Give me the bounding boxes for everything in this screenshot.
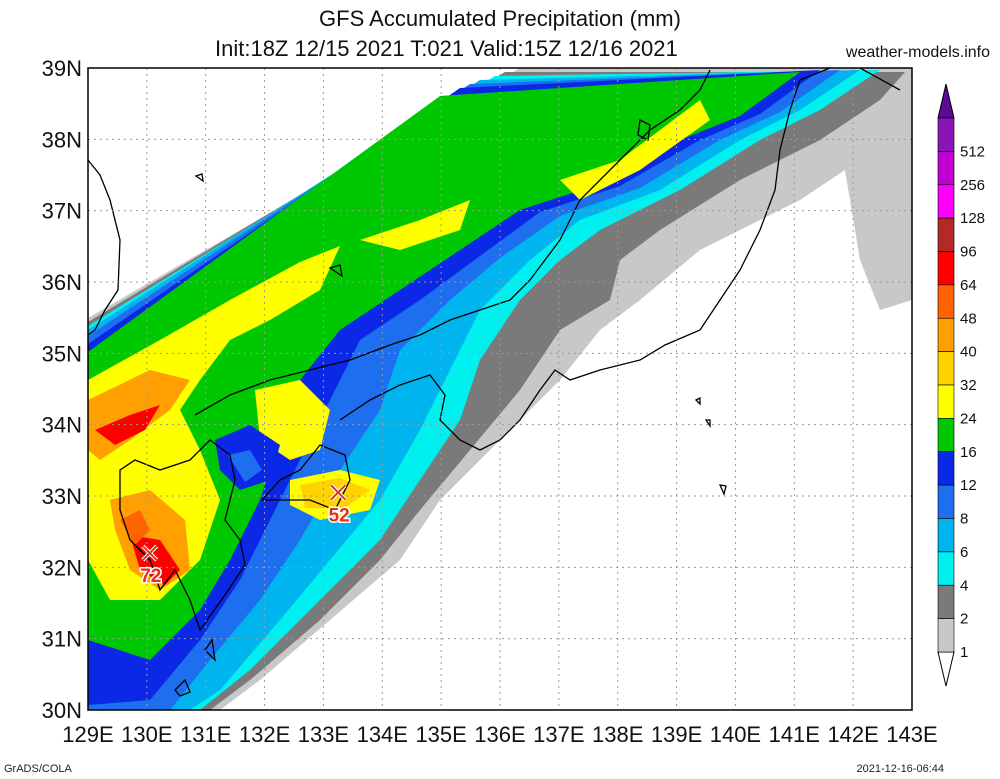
coastline-honshu-sea: [559, 69, 711, 241]
lat-tick-label: 36N: [42, 270, 82, 295]
colorbar-swatch: [937, 484, 955, 519]
coastline-honshu-west: [194, 239, 561, 416]
lon-tick-label: 131E: [180, 722, 231, 747]
lat-tick-label: 33N: [42, 484, 82, 509]
colorbar-label: 24: [960, 410, 977, 427]
coastline-korea: [88, 159, 121, 336]
colorbar-top-arrow: [937, 83, 955, 119]
colorbar-label: 48: [960, 310, 977, 327]
lat-tick-label: 35N: [42, 341, 82, 366]
colorbar-swatch: [937, 418, 955, 453]
coastline-kyushu: [119, 439, 246, 632]
colorbar-swatch: [937, 384, 955, 419]
longitude-axis: 129E 130E 131E 132E 133E 134E 135E 136E 137E 138E…: [62, 722, 937, 747]
colorbar-swatch: [937, 584, 955, 619]
lon-tick-label: 132E: [239, 722, 290, 747]
colorbar-bottom-arrow: [937, 651, 955, 687]
lon-tick-label: 129E: [62, 722, 113, 747]
colorbar-label: 512: [960, 143, 985, 160]
lat-tick-label: 37N: [42, 199, 82, 224]
max-value-marker: 72: [139, 544, 163, 589]
lon-tick-label: 134E: [357, 722, 408, 747]
lon-tick-label: 133E: [298, 722, 349, 747]
coastline-shikoku: [260, 444, 351, 511]
colorbar-label: 128: [960, 210, 985, 227]
lon-tick-label: 142E: [827, 722, 878, 747]
lon-tick-label: 137E: [533, 722, 584, 747]
lon-tick-label: 140E: [710, 722, 761, 747]
colorbar-swatch: [937, 451, 955, 486]
colorbar-swatch: [937, 117, 955, 152]
colorbar-swatch: [937, 217, 955, 252]
colorbar-label: 6: [960, 544, 968, 561]
graticule: [88, 68, 912, 710]
max-value-label: 52: [329, 505, 350, 526]
lon-tick-label: 130E: [121, 722, 172, 747]
lon-tick-label: 143E: [886, 722, 937, 747]
colorbar-swatch: [937, 151, 955, 186]
colorbar-swatch: [937, 518, 955, 553]
lat-tick-label: 30N: [42, 698, 82, 723]
coastline-honshu-pacific: [339, 79, 801, 451]
footer-timestamp: 2021-12-16-06:44: [856, 763, 944, 775]
precip-band-16mm: [88, 72, 800, 660]
colorbar-swatch: [937, 351, 955, 386]
colorbar-label: 2: [960, 611, 968, 628]
lat-tick-label: 39N: [42, 56, 82, 81]
lat-tick-label: 34N: [42, 413, 82, 438]
lat-tick-label: 32N: [42, 555, 82, 580]
colorbar-swatch: [937, 284, 955, 319]
map-frame: [87, 67, 913, 711]
source-label: weather-models.info: [845, 44, 990, 61]
lon-tick-label: 141E: [769, 722, 820, 747]
max-value-marker: 52: [327, 484, 351, 528]
lon-tick-label: 139E: [651, 722, 702, 747]
colorbar-swatch: [937, 184, 955, 219]
lat-tick-label: 31N: [42, 627, 82, 652]
colorbar-label: 96: [960, 244, 977, 261]
lon-tick-label: 135E: [415, 722, 466, 747]
colorbar-label: 12: [960, 477, 977, 494]
colorbar-label: 40: [960, 344, 977, 361]
colorbar-label: 32: [960, 377, 977, 394]
colorbar-label: 4: [960, 577, 968, 594]
colorbar-label: 256: [960, 177, 985, 194]
max-markers: 72 52: [139, 484, 351, 589]
latitude-axis: 30N 31N 32N 33N 34N 35N 36N 37N 38N 39N: [42, 56, 82, 723]
coastline-hokkaido: [799, 68, 901, 91]
lon-tick-label: 136E: [474, 722, 525, 747]
colorbar-swatch: [937, 618, 955, 653]
colorbar-swatch: [937, 317, 955, 352]
colorbar-swatch: [937, 551, 955, 586]
lon-tick-label: 138E: [592, 722, 643, 747]
map-title: GFS Accumulated Precipitation (mm): [319, 6, 681, 31]
map-subtitle: Init:18Z 12/15 2021 T:021 Valid:15Z 12/1…: [215, 36, 678, 61]
precip-band-64mm: [95, 405, 160, 445]
footer-software: GrADS/COLA: [4, 763, 72, 775]
colorbar-label: 8: [960, 511, 968, 528]
colorbar-label: 64: [960, 277, 977, 294]
colorbar-swatch: [937, 251, 955, 286]
colorbar-label: 16: [960, 444, 977, 461]
max-value-label: 72: [140, 566, 161, 587]
coastlines: [88, 68, 901, 697]
colorbar-label: 1: [960, 644, 968, 661]
lat-tick-label: 38N: [42, 127, 82, 152]
